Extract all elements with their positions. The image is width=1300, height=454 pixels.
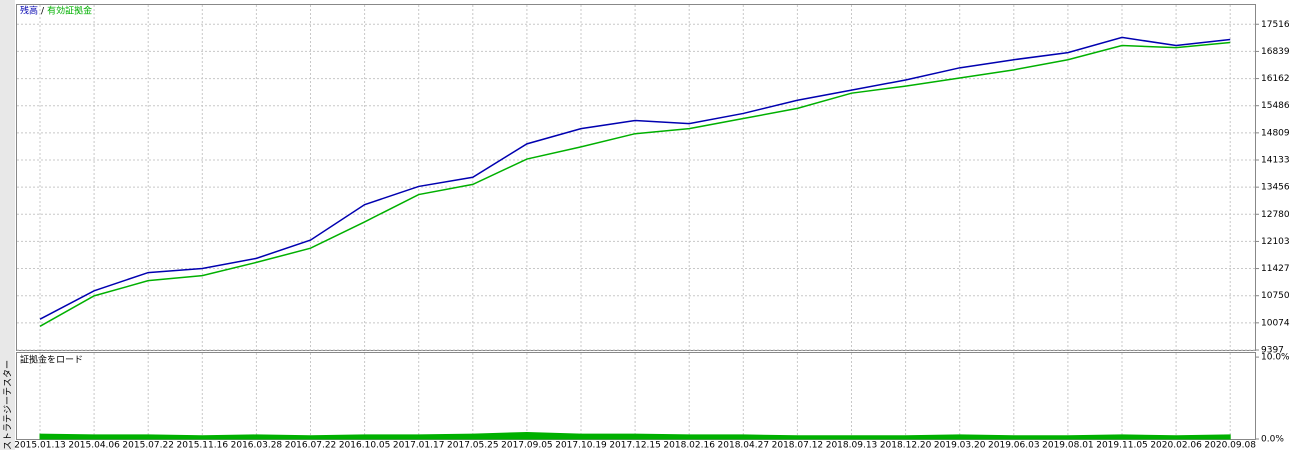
x-tick-label: 2015.11.16 [177, 441, 229, 451]
main-panel [16, 4, 1256, 351]
x-tick-label: 2016.07.22 [285, 441, 337, 451]
x-tick-label: 2015.07.22 [122, 441, 174, 451]
x-tick-label: 2017.01.17 [393, 441, 445, 451]
side-strip [0, 0, 15, 450]
x-tick-label: 2015.01.13 [14, 441, 66, 451]
x-tick-label: 2018.04.27 [718, 441, 770, 451]
x-tick-label: 2018.12.20 [880, 441, 932, 451]
y-tick-label: 13456 [1261, 183, 1290, 193]
legend-entry: 残高 [20, 5, 38, 17]
x-tick-label: 2017.10.19 [555, 441, 607, 451]
x-tick-label: 2019.08.01 [1042, 441, 1094, 451]
x-tick-label: 2016.10.05 [339, 441, 391, 451]
y-tick-label: 10750 [1261, 291, 1290, 301]
x-tick-label: 2015.04.06 [68, 441, 120, 451]
y-tick-label: 0.0% [1261, 435, 1284, 445]
y-tick-label: 17516 [1261, 20, 1290, 30]
y-tick-label: 14133 [1261, 155, 1290, 165]
legend-entry: 有効証拠金 [47, 5, 92, 17]
window-label: ストラテジーテスター [3, 360, 14, 450]
x-tick-label: 2019.06.03 [988, 441, 1040, 451]
margin-area [39, 431, 1231, 440]
x-tick-label: 2017.12.15 [609, 441, 661, 451]
y-tick-label: 16839 [1261, 47, 1290, 57]
x-tick-label: 2018.09.13 [826, 441, 878, 451]
x-tick-label: 2019.03.20 [934, 441, 986, 451]
y-tick-label: 14809 [1261, 128, 1290, 138]
y-tick-label: 9397 [1261, 346, 1284, 356]
y-tick-label: 11427 [1261, 264, 1290, 274]
x-tick-label: 2018.07.12 [772, 441, 824, 451]
y-tick-label: 15486 [1261, 101, 1290, 111]
margin-title: 証拠金をロード [20, 354, 83, 366]
x-tick-label: 2017.05.25 [447, 441, 499, 451]
x-tick-label: 2019.11.05 [1096, 441, 1148, 451]
y-tick-label: 12780 [1261, 210, 1290, 220]
x-tick-label: 2020.09.08 [1204, 441, 1256, 451]
y-tick-label: 10.0% [1261, 353, 1290, 363]
series-line [39, 41, 1231, 327]
y-tick-label: 16162 [1261, 74, 1290, 84]
x-tick-label: 2020.02.06 [1150, 441, 1202, 451]
legend-separator: / [41, 7, 45, 17]
y-tick-label: 12103 [1261, 237, 1290, 247]
y-tick-label: 10074 [1261, 318, 1290, 328]
x-tick-label: 2016.03.28 [231, 441, 283, 451]
x-tick-label: 2017.09.05 [501, 441, 553, 451]
series-line [39, 36, 1231, 320]
x-tick-label: 2018.02.16 [663, 441, 715, 451]
